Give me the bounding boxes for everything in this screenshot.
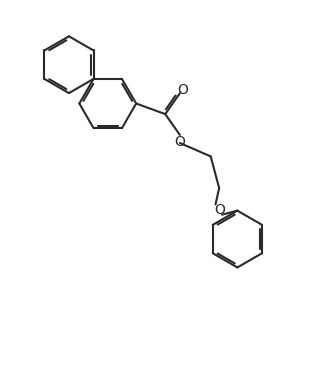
Text: O: O [177,83,188,97]
Text: O: O [214,203,225,217]
Text: O: O [174,135,185,149]
